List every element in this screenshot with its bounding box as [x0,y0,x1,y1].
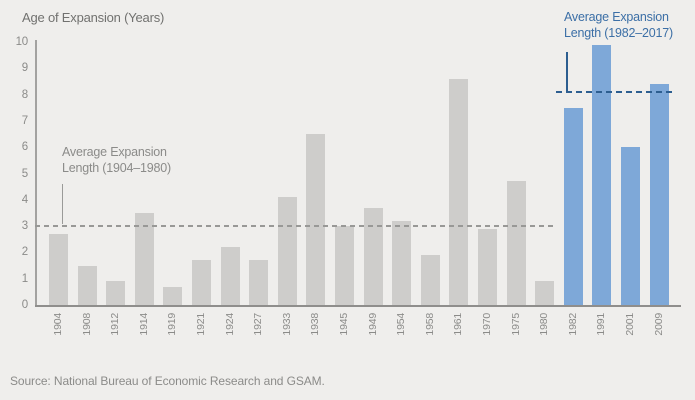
annotation-avg-1904-1980-line1: Average Expansion [62,145,167,159]
x-tick-label: 1933 [280,313,293,336]
bar-1938 [306,134,326,305]
chart-title: Age of Expansion (Years) [22,10,165,25]
y-tick-label: 7 [21,114,28,127]
x-tick-label: 1970 [481,313,493,336]
x-tick-label: 1945 [338,313,350,336]
x-tick-label: 2009 [652,313,665,336]
source-note: Source: National Bureau of Economic Rese… [10,374,325,388]
bar-1958 [420,255,440,305]
y-tick-label: 4 [21,193,28,206]
x-tick-label: 1954 [395,313,408,336]
x-tick-label: 1938 [309,313,322,336]
bar-1927 [249,260,269,305]
bar-1980 [535,281,555,305]
x-tick-label: 1914 [137,313,150,336]
bar-1921 [192,260,211,305]
x-tick-label: 1958 [423,313,436,336]
x-tick-label: 1924 [223,313,236,336]
y-tick-label: 0 [21,299,28,311]
y-tick-label: 6 [21,141,28,154]
bar-1970 [478,228,497,305]
x-tick-label: 1961 [452,313,465,336]
annotation-avg-1982-2017-line2: Length (1982–2017) [564,25,673,40]
x-tick-label: 1921 [195,313,207,336]
reference-line-avg-1904-1980 [35,225,556,228]
reference-line-avg-1982-2017 [555,90,675,94]
annotation-avg-1904-1980-line2: Length (1904–1980) [62,160,171,175]
x-tick-label: 1908 [80,313,93,336]
y-tick-label: 9 [21,62,28,75]
bar-1908 [77,265,97,305]
bar-1949 [363,207,383,305]
x-tick-label: 1991 [595,313,608,336]
y-tick-label: 1 [21,272,28,285]
bar-2009 [649,84,669,305]
bar-1924 [220,247,240,305]
x-tick-label: 1912 [109,313,122,336]
annotation-avg-1982-2017: Average Expansion Length (1982–2017) [564,10,673,41]
x-tick-label: 1975 [509,313,522,336]
bar-1904 [49,233,68,305]
bar-1914 [134,212,154,305]
annotation-avg-1982-2017-line1: Average Expansion [564,10,669,24]
bar-1919 [163,286,183,305]
annotation-pointer-line-blue [566,52,568,91]
annotation-avg-1904-1980: Average Expansion Length (1904–1980) [62,145,171,176]
y-tick-label: 8 [21,88,28,101]
y-tick-label: 10 [15,36,29,48]
bar-1945 [335,226,354,305]
y-tick-label: 5 [21,167,28,180]
x-tick-label: 1919 [166,313,179,336]
bar-1961 [449,78,469,305]
bar-2001 [621,147,640,305]
bar-1954 [392,220,412,305]
bar-1912 [106,281,126,305]
x-tick-label: 1982 [566,313,579,336]
x-tick-label: 2001 [624,313,636,336]
bar-1991 [592,44,612,305]
y-tick-label: 3 [21,220,28,233]
x-tick-label: 1904 [52,313,64,336]
y-tick-label: 2 [21,246,28,259]
bar-1933 [277,197,297,305]
bar-1975 [506,181,526,305]
x-tick-label: 1927 [252,313,265,336]
y-axis-line [35,40,37,306]
x-axis-line [35,305,681,307]
annotation-pointer-line-gray [62,184,63,224]
bar-1982 [563,107,583,305]
x-tick-label: 1980 [538,313,551,336]
x-tick-label: 1949 [366,313,379,336]
